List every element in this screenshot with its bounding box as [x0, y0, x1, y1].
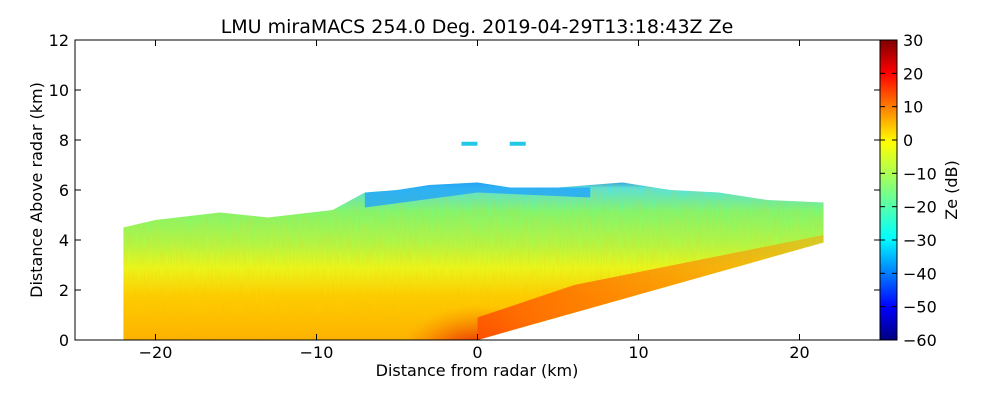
- colorbar-tick-label: 0: [903, 131, 913, 150]
- y-tick-label: 12: [49, 31, 69, 50]
- x-tick-label: −10: [300, 343, 334, 362]
- y-axis-label: Distance Above radar (km): [27, 82, 46, 298]
- y-tick-label: 2: [59, 281, 69, 300]
- x-axis-label: Distance from radar (km): [376, 361, 579, 380]
- colorbar-ticks: 30 20 10 0 −10 −20 −30 −40 −50 −60: [880, 31, 937, 350]
- x-tick-label: 20: [789, 343, 809, 362]
- near-range-echo: [477, 235, 824, 340]
- colorbar-tick-label: 20: [903, 64, 923, 83]
- colorbar-tick-label: −20: [903, 198, 937, 217]
- y-tick-label: 4: [59, 231, 69, 250]
- colorbar-tick-label: −10: [903, 164, 937, 183]
- x-tick-label: 0: [472, 343, 482, 362]
- y-tick-label: 0: [59, 331, 69, 350]
- isolated-echoes: [461, 141, 526, 146]
- colorbar-tick-label: 30: [903, 31, 923, 50]
- x-tick-label: 10: [628, 343, 648, 362]
- cloud-top-band: [364, 182, 591, 208]
- y-axis: 0 2 4 6 8 10 12: [49, 31, 880, 350]
- colorbar-tick-label: −60: [903, 331, 937, 350]
- y-tick-label: 10: [49, 81, 69, 100]
- colorbar-tick-label: −50: [903, 298, 937, 317]
- colorbar: [879, 39, 898, 341]
- y-tick-label: 6: [59, 181, 69, 200]
- chart-title: LMU miraMACS 254.0 Deg. 2019-04-29T13:18…: [221, 16, 734, 38]
- colorbar-tick-label: −40: [903, 264, 937, 283]
- y-tick-label: 8: [59, 131, 69, 150]
- x-tick-label: −20: [139, 343, 173, 362]
- x-axis: −20 −10 0 10 20: [139, 40, 810, 362]
- colorbar-tick-label: 10: [903, 98, 923, 117]
- isolated-echo: [509, 141, 526, 146]
- colorbar-label: Ze (dB): [942, 160, 961, 220]
- isolated-echo: [461, 141, 478, 146]
- colorbar-tick-label: −30: [903, 231, 937, 250]
